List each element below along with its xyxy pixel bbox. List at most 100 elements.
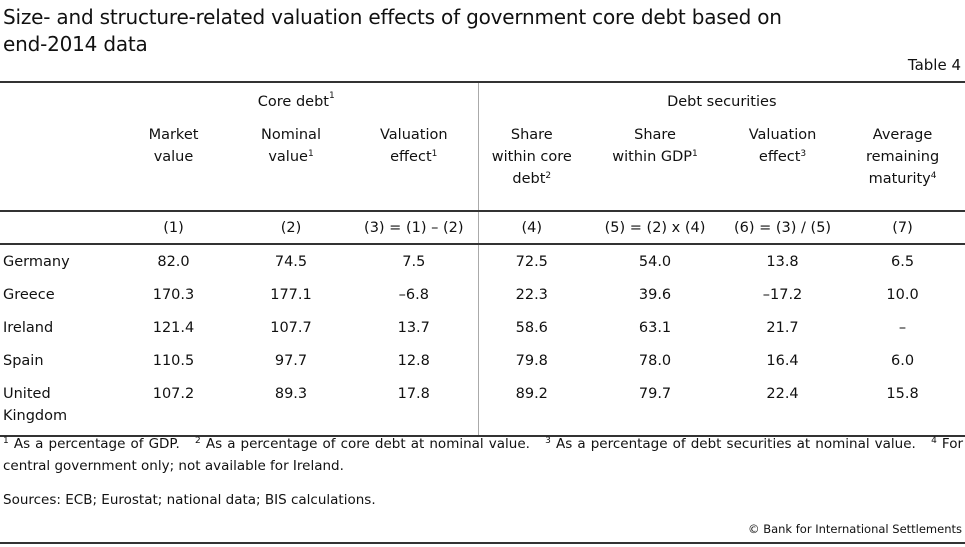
footnote-marker: 2	[195, 436, 201, 446]
header-line: effect3	[725, 146, 840, 168]
footnote-text: For central government only; not availab…	[3, 436, 964, 474]
table-row: Greece 170.3 177.1 –6.8 22.3 39.6 –17.2 10.0	[0, 278, 965, 311]
header-text: Valuation	[379, 127, 448, 143]
country-label: United Kingdom	[3, 386, 68, 424]
table-cell: 7.5	[402, 253, 426, 270]
header-line: Valuation	[350, 124, 478, 146]
header-line: Share	[479, 124, 586, 146]
header-line: Average	[840, 124, 965, 146]
column-header: Average remaining maturity4	[840, 120, 965, 211]
header-line: debt2	[479, 168, 586, 190]
header-text: Average	[872, 127, 933, 143]
table-cell: 21.7	[766, 319, 799, 336]
table-cell: 6.5	[891, 253, 915, 270]
footnote-ref: 1	[307, 149, 314, 159]
header-text: Share	[634, 127, 676, 143]
footnote-marker: 1	[3, 436, 9, 446]
table-cell: 13.7	[397, 319, 430, 336]
table-cell: 10.0	[886, 286, 919, 303]
header-text: effect	[390, 149, 432, 165]
header-line: value	[115, 146, 232, 168]
header-line: remaining	[840, 146, 965, 168]
header-line: Share	[585, 124, 725, 146]
footnote-ref: 2	[545, 171, 552, 181]
header-text: Share	[510, 127, 553, 143]
column-number: (5) = (2) x (4)	[585, 210, 726, 245]
footnote-ref: 3	[800, 149, 807, 159]
table-cell: 22.4	[766, 386, 799, 402]
footnote-ref: 1	[328, 90, 335, 101]
table-number: Table 4	[907, 56, 961, 74]
header-text: within core	[491, 149, 572, 165]
footnote-text: As a percentage of GDP.	[13, 436, 180, 452]
table-cell: 13.8	[766, 253, 799, 270]
header-line: effect1	[350, 146, 478, 168]
data-table: Core debt1 Debt securities Market value No…	[0, 81, 965, 438]
header-line: maturity4	[840, 168, 965, 190]
table-row: United Kingdom 107.2 89.3 17.8 89.2 79.7 22.4 1…	[0, 377, 965, 436]
header-line: within GDP1	[585, 146, 725, 168]
group-label: Core debt	[257, 93, 329, 110]
table-title: Size- and structure-related valuation ef…	[3, 5, 782, 56]
footnote-ref: 4	[930, 171, 937, 181]
table-cell: 15.8	[886, 386, 919, 402]
table-cell: 12.8	[397, 352, 430, 369]
column-header: Valuation effect1	[350, 120, 478, 211]
column-header: Market value	[115, 120, 232, 211]
column-header-row: Market value Nominal value1 Valuation effect1…	[0, 120, 965, 211]
header-text: remaining	[865, 149, 940, 165]
group-debt-securities: Debt securities	[477, 81, 965, 120]
table-row: Ireland 121.4 107.7 13.7 58.6 63.1 21.7 –	[0, 311, 965, 344]
table-cell: 6.0	[891, 352, 915, 369]
group-header-row: Core debt1 Debt securities	[0, 81, 965, 120]
table-cell: 72.5	[477, 244, 586, 278]
table-cell: 107.2	[152, 386, 195, 402]
column-number: (7)	[840, 210, 965, 245]
bottom-rule	[0, 542, 965, 544]
table-cell: 78.0	[638, 352, 672, 369]
table-cell: 82.0	[157, 253, 190, 270]
country-label: Greece	[3, 286, 55, 303]
country-label: Ireland	[3, 319, 54, 336]
column-number: (2)	[232, 210, 350, 245]
country-label: Spain	[3, 352, 44, 369]
column-number-row: (1) (2) (3) = (1) – (2) (4) (5) = (2) x (4)(…	[0, 210, 965, 245]
column-number: (6) = (3) / (5)	[725, 210, 841, 245]
table-row: Germany 82.0 74.5 7.5 72.5 54.0 13.8 6.5	[0, 244, 965, 278]
table-cell: 110.5	[152, 352, 195, 369]
column-number: (4)	[477, 210, 586, 245]
header-text: within GDP	[612, 149, 693, 165]
table-cell: 58.6	[477, 311, 586, 344]
header-text: Market	[148, 127, 199, 143]
header-text: value	[268, 149, 308, 165]
group-core-debt: Core debt1	[115, 81, 479, 120]
header-text: Nominal	[261, 127, 321, 143]
footnotes: 1 As a percentage of GDP. 2 As a percent…	[3, 433, 963, 477]
table-cell: 79.7	[638, 386, 672, 402]
header-text: effect	[758, 149, 801, 165]
column-header: Share within core debt2	[477, 120, 586, 211]
footnote-text: As a percentage of core debt at nominal …	[205, 436, 530, 452]
table-cell: 177.1	[270, 286, 312, 303]
header-text: Valuation	[748, 127, 817, 143]
table-cell: 17.8	[397, 386, 430, 402]
table-cell: 107.7	[270, 319, 312, 336]
header-line: Valuation	[725, 124, 840, 146]
footnote-ref: 1	[431, 149, 438, 159]
column-number: (1)	[115, 210, 232, 245]
table-cell: 121.4	[152, 319, 195, 336]
column-header: Valuation effect3	[725, 120, 840, 211]
header-line: within core	[479, 146, 586, 168]
header-text: maturity	[868, 171, 931, 187]
copyright: © Bank for International Settlements	[748, 522, 962, 536]
table-row: Spain 110.5 97.7 12.8 79.8 78.0 16.4 6.0	[0, 344, 965, 377]
table-cell: –6.8	[398, 286, 429, 303]
table-cell: 22.3	[477, 278, 586, 311]
table-cell: 54.0	[638, 253, 672, 270]
footnote-text: As a percentage of debt securities at no…	[556, 436, 916, 452]
table-cell: –17.2	[762, 286, 803, 303]
header-line: Market	[115, 124, 232, 146]
footnote-ref: 1	[692, 149, 698, 159]
table-cell: 79.8	[477, 344, 586, 377]
footnote-marker: 3	[545, 436, 551, 446]
